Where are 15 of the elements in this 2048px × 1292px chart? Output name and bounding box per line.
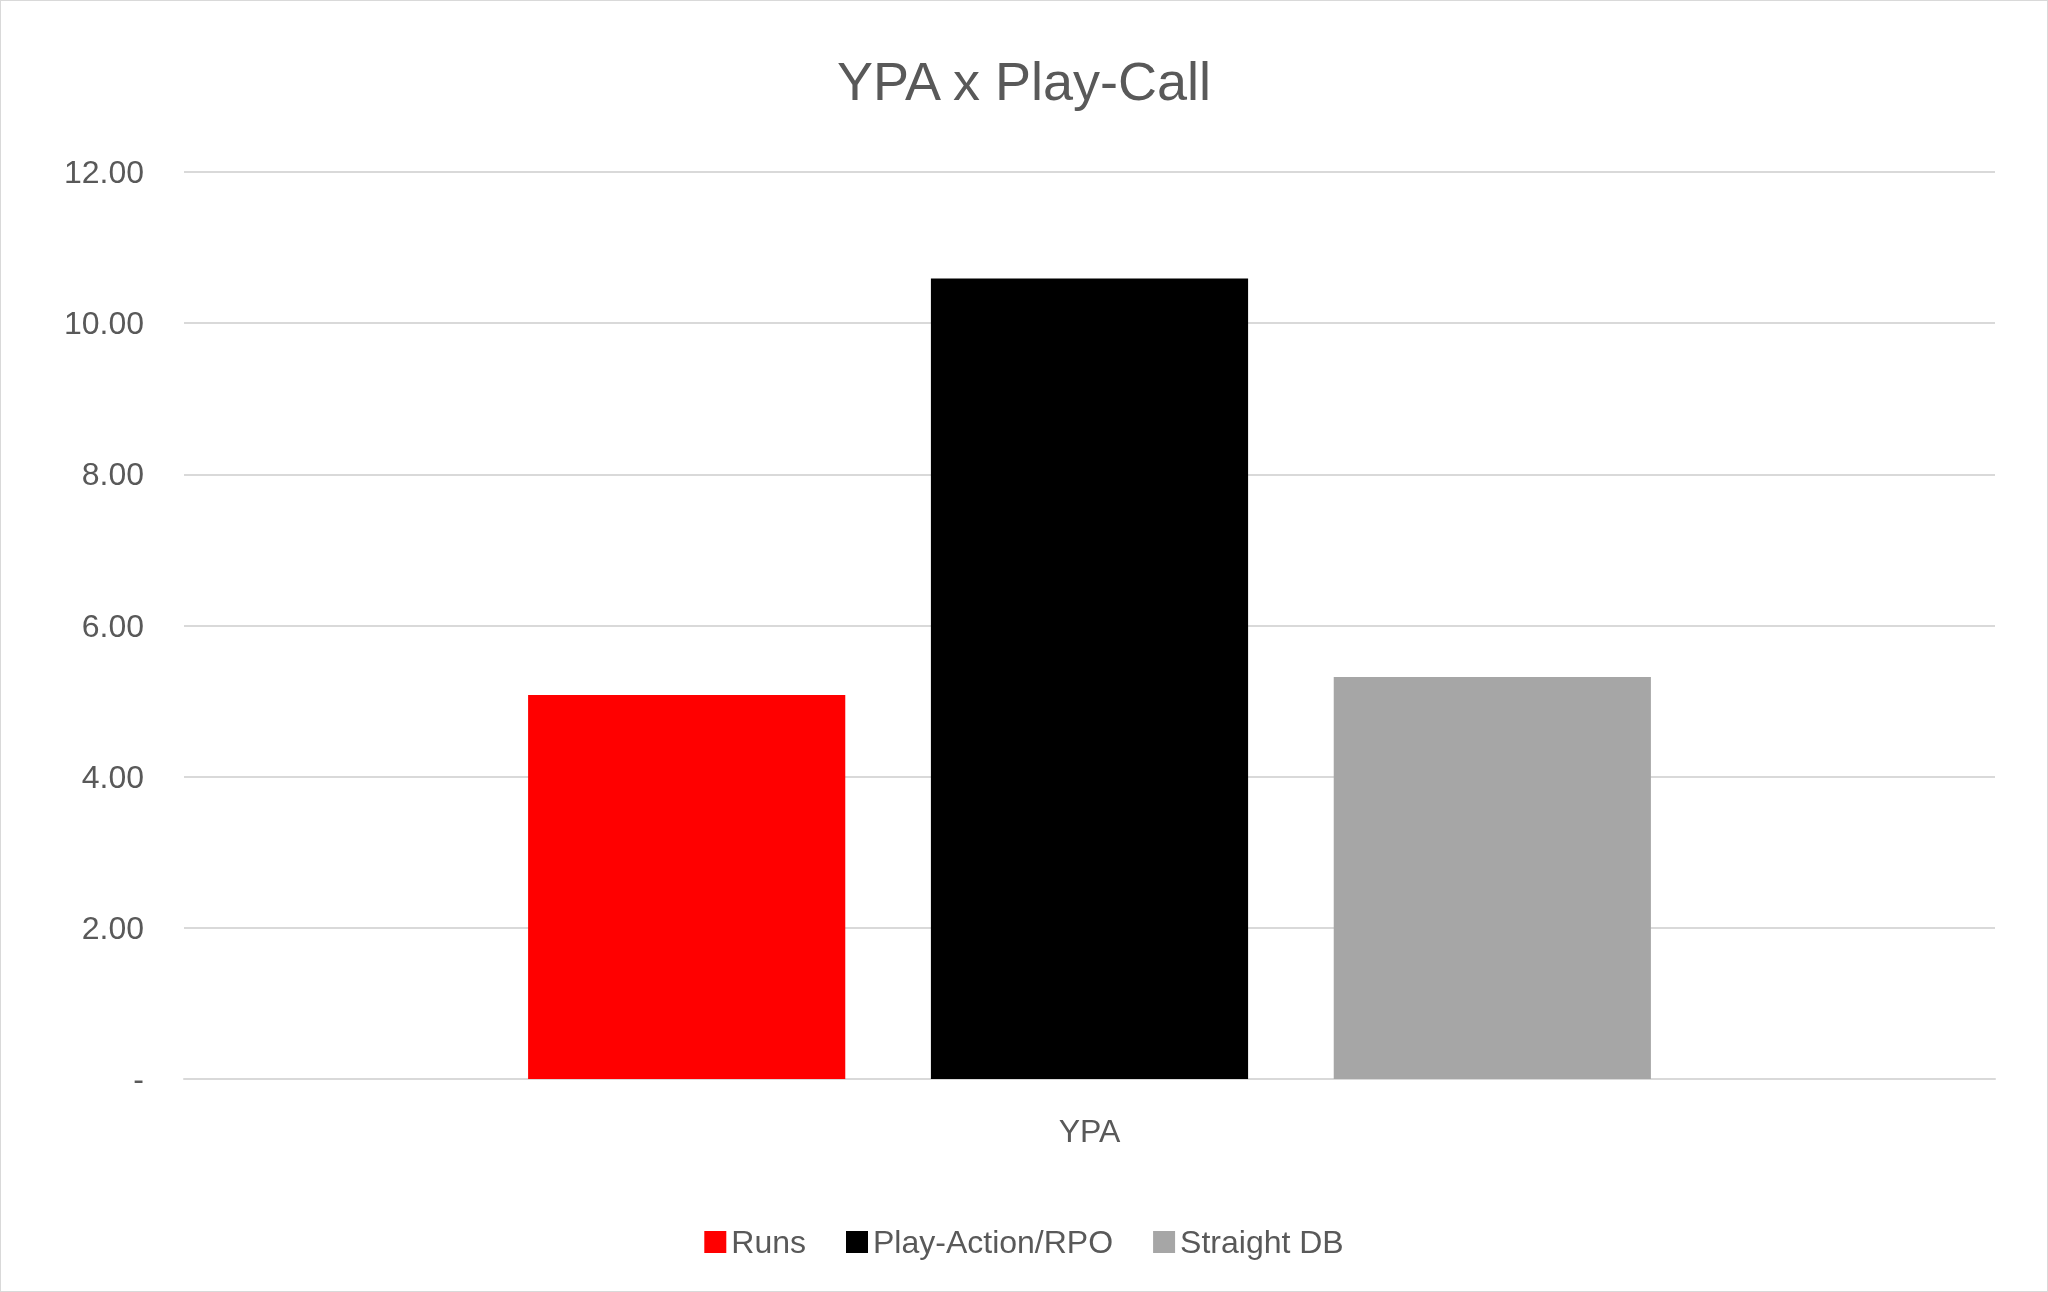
legend-label: Runs <box>731 1224 806 1260</box>
chart-title: YPA x Play-Call <box>836 51 1212 111</box>
y-tick-label: 2.00 <box>81 909 144 946</box>
legend-label: Play-Action/RPO <box>873 1224 1114 1260</box>
y-tick-label: - <box>133 1061 144 1097</box>
bar <box>930 278 1249 1079</box>
y-tick-label: 4.00 <box>81 758 144 795</box>
y-tick-label: 8.00 <box>81 456 144 493</box>
y-tick-label: 10.00 <box>63 305 144 342</box>
legend-label: Straight DB <box>1180 1224 1344 1260</box>
y-tick-label: 12.00 <box>63 154 144 190</box>
bar <box>1333 676 1651 1079</box>
x-tick-label: YPA <box>1058 1113 1121 1149</box>
bar <box>528 695 846 1079</box>
y-tick-label: 6.00 <box>81 607 144 644</box>
